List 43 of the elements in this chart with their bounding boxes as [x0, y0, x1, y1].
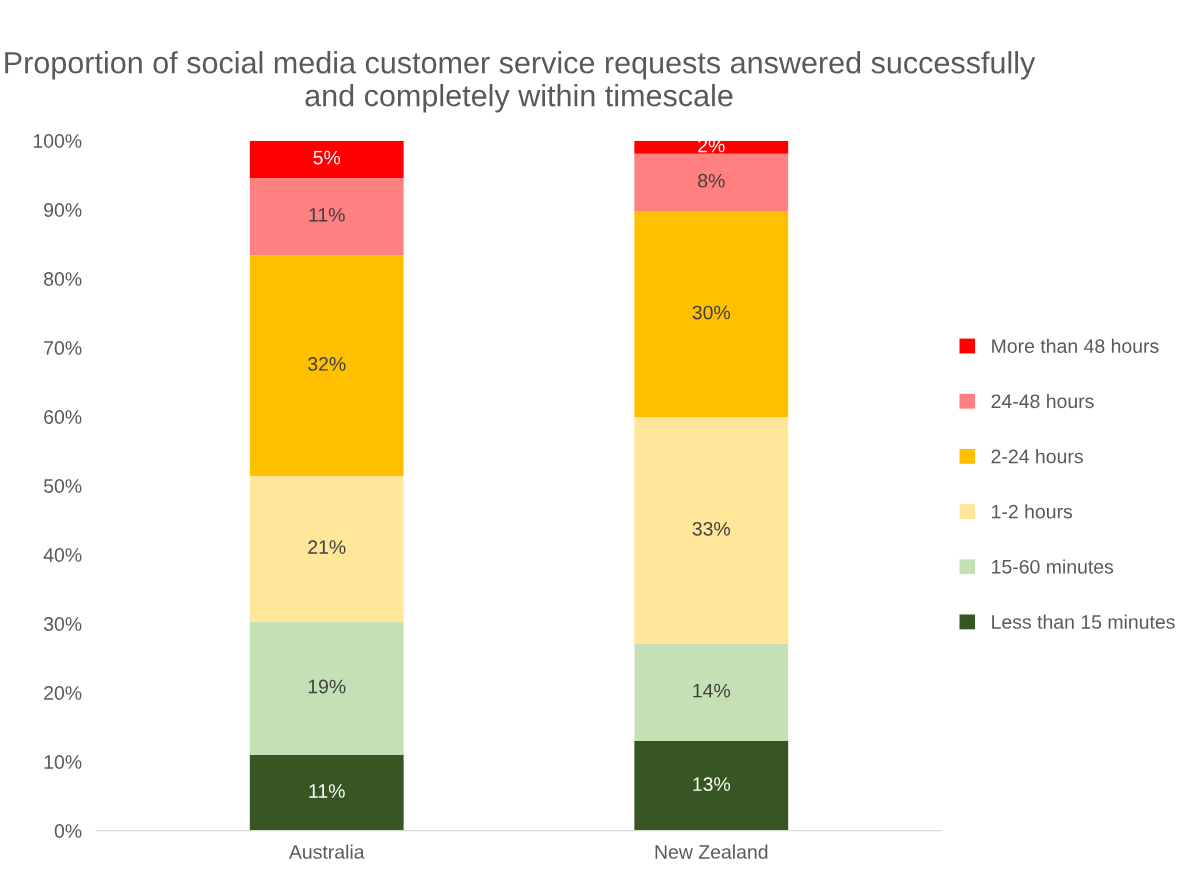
data-label: 11% — [309, 208, 345, 222]
bar — [634, 140, 789, 154]
data-label: 32% — [308, 357, 346, 371]
y-tick-label: 0% — [54, 824, 82, 838]
data-label: 5% — [313, 150, 341, 165]
bar — [249, 140, 404, 178]
data-label: 30% — [692, 305, 731, 320]
bar — [249, 621, 404, 755]
data-label: 13% — [693, 777, 731, 792]
legend-label: 2-24 hours — [991, 449, 1083, 464]
x-tick-label: Australia — [288, 844, 365, 859]
y-tick-label: 60% — [44, 410, 82, 424]
legend-label: 1-2 hours — [992, 504, 1073, 519]
y-tick-label: 80% — [44, 272, 82, 286]
legend-label: 15-60 minutes — [992, 559, 1114, 574]
legend-label: More than 48 hours — [992, 338, 1159, 353]
chart-title: Proportion of social media customer service requests answered successfully and completely within timescale — [5, 51, 1036, 113]
y-tick-label: 90% — [44, 203, 82, 217]
y-tick-label: 10% — [44, 755, 82, 769]
bar — [249, 754, 404, 831]
bar — [634, 417, 789, 644]
data-label: 33% — [692, 521, 731, 536]
legend-label: Less than 15 minutes — [992, 614, 1175, 629]
y-tick-label: 20% — [44, 686, 82, 700]
y-tick-label: 30% — [43, 617, 82, 631]
x-tick-label: New Zealand — [655, 844, 768, 859]
data-label: 19% — [308, 679, 346, 694]
bar — [249, 475, 404, 622]
data-label: 8% — [698, 173, 725, 188]
data-label: 14% — [693, 683, 731, 698]
bar — [249, 177, 404, 256]
bar — [634, 740, 789, 831]
legend-label: 24-48 hours — [991, 393, 1094, 409]
y-tick-label: 70% — [44, 341, 82, 355]
y-tick-label: 100% — [33, 134, 82, 148]
data-label: 21% — [308, 540, 346, 554]
y-tick-label: 50% — [43, 479, 82, 493]
bar — [634, 211, 789, 418]
y-tick-label: 40% — [43, 548, 82, 562]
bar — [634, 153, 789, 212]
data-label: 11% — [309, 784, 345, 798]
bar — [634, 643, 789, 741]
bar — [249, 255, 404, 476]
